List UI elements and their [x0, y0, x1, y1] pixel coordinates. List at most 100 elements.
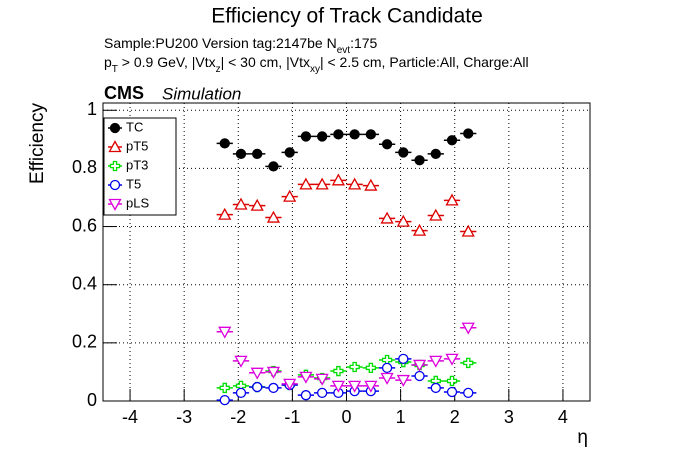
data-point [430, 382, 441, 394]
data-point [446, 135, 458, 146]
subtitle-part: | < 30 cm, |Vtx [221, 54, 310, 70]
data-point [252, 148, 263, 160]
data-point [235, 148, 247, 160]
legend-label: TC [126, 119, 143, 134]
data-point [463, 128, 474, 139]
x-tick-label: -2 [230, 407, 246, 427]
data-point [398, 353, 409, 364]
data-point [430, 148, 441, 160]
legend-marker [108, 140, 122, 153]
subtitle-part: z [216, 64, 221, 75]
data-point [316, 131, 328, 142]
subtitle-part: | < 2.5 cm, Particle:All, Charge:All [320, 54, 529, 70]
data-point [446, 375, 458, 387]
data-point [461, 322, 475, 335]
x-tick-label: 2 [450, 407, 460, 427]
x-tick-label: -1 [284, 407, 300, 427]
data-point [234, 355, 248, 368]
data-point [445, 193, 459, 206]
x-tick-label: 0 [341, 407, 351, 427]
data-point [429, 355, 443, 368]
data-point [381, 362, 393, 374]
data-point [349, 361, 360, 373]
data-point [219, 394, 230, 406]
data-point [414, 370, 425, 382]
chart-title: Efficiency of Track Candidate [211, 5, 483, 28]
data-point [333, 365, 344, 377]
y-tick-label: 0.4 [72, 273, 97, 293]
subtitle-part: p [104, 54, 112, 70]
data-point [250, 198, 264, 211]
data-point [299, 177, 313, 190]
x-tick-label: 1 [396, 407, 406, 427]
x-tick-label: -4 [122, 407, 138, 427]
x-axis-label: η [577, 427, 588, 448]
data-point [333, 129, 344, 140]
data-point [266, 366, 281, 379]
subtitle-part: xy [310, 64, 320, 75]
data-point [446, 386, 458, 398]
y-tick-label: 0 [87, 390, 97, 410]
data-point [461, 224, 475, 237]
data-point [412, 359, 427, 372]
y-tick-label: 0.6 [72, 215, 97, 235]
subtitle-part: :175 [350, 35, 377, 51]
data-point [445, 353, 459, 366]
data-point [331, 173, 345, 186]
data-point [463, 357, 474, 369]
data-point [463, 387, 474, 399]
experiment: CMS [104, 83, 144, 103]
data-point [315, 177, 329, 190]
data-point [396, 374, 410, 387]
data-point [266, 210, 281, 223]
experiment-note: Simulation [162, 84, 241, 103]
data-point [283, 378, 297, 391]
subtitle-part: > 0.9 GeV, |Vtx [118, 54, 216, 70]
data-point [414, 155, 425, 166]
data-point [283, 189, 297, 202]
subtitle: Sample:PU200 Version tag:2147be Nevt:175 [104, 35, 378, 56]
x-tick-label: 4 [558, 407, 568, 427]
data-point [412, 223, 427, 236]
y-axis-label: Efficiency [27, 103, 48, 184]
data-point [268, 161, 279, 172]
data-point [218, 326, 232, 339]
data-point [398, 147, 409, 158]
data-point [365, 129, 377, 140]
x-tick-label: 3 [504, 407, 514, 427]
data-point [299, 371, 313, 384]
data-point [300, 390, 312, 401]
data-point [381, 139, 393, 150]
subtitle: pT > 0.9 GeV, |Vtxz| < 30 cm, |Vtxxy| < … [104, 54, 529, 75]
data-point [331, 380, 345, 393]
data-point [380, 211, 394, 224]
x-tick-label: -3 [176, 407, 192, 427]
y-tick-label: 1 [87, 99, 97, 119]
legend-marker [109, 179, 121, 191]
data-point [234, 197, 248, 210]
legend-marker [109, 160, 121, 172]
data-point [348, 380, 362, 393]
legend-label: pT3 [126, 157, 148, 172]
subtitle-part: T [112, 64, 118, 75]
y-tick-label: 0.8 [72, 157, 97, 177]
y-tick-label: 0.2 [72, 332, 97, 352]
data-point [300, 131, 312, 142]
data-point [364, 178, 378, 191]
legend-marker [108, 198, 122, 211]
data-point [315, 373, 329, 386]
data-point [235, 387, 247, 399]
data-point [316, 387, 328, 399]
data-point [219, 382, 230, 394]
legend-marker [109, 122, 121, 134]
subtitle-part: evt [337, 45, 351, 56]
data-point [349, 129, 360, 140]
data-point [380, 372, 394, 385]
legend-label: pT5 [126, 138, 148, 153]
legend-label: pLS [126, 195, 149, 210]
data-point [252, 381, 263, 393]
data-point [348, 177, 362, 190]
data-point [284, 147, 295, 158]
